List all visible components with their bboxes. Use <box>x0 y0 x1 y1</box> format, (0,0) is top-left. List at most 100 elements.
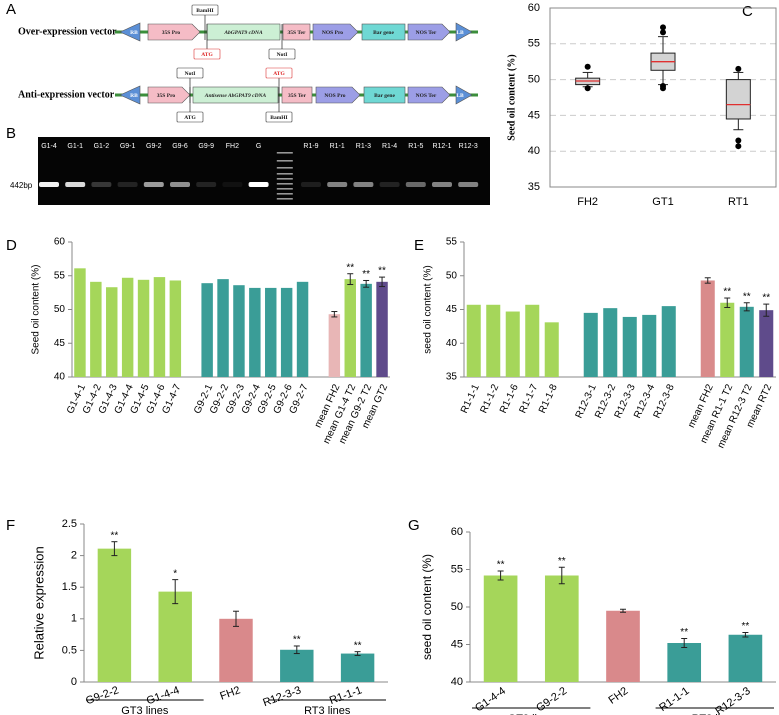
y-tick-label: 60 <box>54 237 66 248</box>
site-box <box>265 67 293 79</box>
site-box <box>176 67 204 79</box>
ladder-band <box>276 193 293 195</box>
gel-band <box>432 182 452 187</box>
panel-label: C <box>742 3 753 20</box>
bar <box>106 287 118 377</box>
vector-element <box>455 22 473 42</box>
y-axis-label: Relative expression <box>31 546 46 659</box>
significance-label: ** <box>762 293 770 304</box>
y-tick-label: 55 <box>54 270 66 281</box>
significance-label: ** <box>362 269 370 280</box>
gel-band <box>39 182 59 187</box>
bar <box>642 314 657 377</box>
x-tick-label: G9-2-2 <box>84 684 120 707</box>
lane-label: R1-5 <box>408 143 423 150</box>
gel-band <box>248 182 269 187</box>
vector-element <box>147 23 201 41</box>
panel-label: B <box>6 125 16 142</box>
outlier <box>584 63 591 70</box>
bar <box>544 575 579 682</box>
group-label: RT3 lines <box>304 705 351 715</box>
y-axis-label: seed oil content (%) <box>420 554 434 660</box>
bar <box>328 314 341 377</box>
lane-label: R1-4 <box>382 143 397 150</box>
bar <box>169 280 182 377</box>
ladder-band <box>276 160 293 162</box>
y-tick-label: 45 <box>528 109 540 121</box>
element-label: Antisense AbGPAT9 cDNA <box>204 93 267 99</box>
gel-band <box>65 182 86 187</box>
panel-label: F <box>6 517 15 534</box>
lane-label: G9-6 <box>172 143 188 150</box>
gel-band <box>458 182 479 187</box>
gel-band <box>117 182 138 187</box>
ladder-band <box>276 183 293 185</box>
element-label: Bar gene <box>374 93 395 99</box>
y-tick-label: 2 <box>71 550 77 562</box>
x-tick-label: G1-4-4 <box>145 684 181 707</box>
bar <box>525 304 540 377</box>
lane-label: G9-2 <box>146 143 162 150</box>
gel-band <box>170 182 190 187</box>
bar <box>583 312 598 377</box>
significance-label: ** <box>723 287 731 298</box>
bar <box>233 285 245 377</box>
gel-band <box>327 182 348 187</box>
group-label: GT3 lines <box>508 713 556 715</box>
element-label: NOS Ter <box>416 30 437 36</box>
y-tick-label: 0.5 <box>62 644 77 656</box>
element-label: RB <box>130 93 138 99</box>
outlier <box>735 137 742 144</box>
bar <box>158 591 192 682</box>
plot-frame <box>549 7 777 188</box>
site-label: NotI <box>277 52 288 58</box>
lane-label: G <box>256 143 261 150</box>
vector-element <box>192 86 279 104</box>
vector-element <box>119 22 141 42</box>
x-tick-label: G9-2-2 <box>534 685 569 714</box>
bar <box>486 304 501 377</box>
y-axis-label: seed oil content (%) <box>423 265 434 353</box>
bar <box>280 649 314 682</box>
y-tick-label: 2.5 <box>62 518 77 530</box>
site-label: ATG <box>273 71 285 77</box>
x-tick-label: R12-3-3 <box>713 685 752 715</box>
x-tick-label: FH2 <box>218 684 242 702</box>
gel-band <box>143 182 164 187</box>
box <box>725 79 751 120</box>
element-label: Bar gene <box>373 30 394 36</box>
gel-band <box>196 182 217 187</box>
site-box <box>191 4 219 16</box>
bar <box>280 287 293 377</box>
bar <box>544 322 559 377</box>
lane-label: R12-1 <box>432 143 451 150</box>
bar <box>622 316 637 377</box>
bar <box>360 283 372 377</box>
site-box <box>176 111 204 123</box>
x-tick-label: G1-4-4 <box>473 685 508 714</box>
gel-band <box>405 182 426 187</box>
outlier <box>660 24 666 31</box>
vector-title: Anti-expression vector <box>18 89 115 100</box>
bar <box>344 279 356 377</box>
vector-title: Over-expression vector <box>18 26 117 37</box>
y-tick-label: 55 <box>446 237 458 248</box>
x-tick-label: R1-1-1 <box>328 684 364 707</box>
ladder-band <box>276 178 293 180</box>
bar <box>667 643 702 682</box>
vector-element <box>315 86 361 104</box>
outlier <box>660 29 666 36</box>
bar <box>217 279 229 377</box>
site-box <box>268 48 296 60</box>
lane-label: G9-9 <box>198 143 214 150</box>
y-tick-label: 60 <box>451 526 463 538</box>
x-tick-label: R1-1-1 <box>657 685 691 714</box>
vector-element <box>361 23 406 41</box>
vector-element <box>363 86 406 104</box>
panel-label: G <box>408 517 420 534</box>
y-tick-label: 35 <box>528 181 540 193</box>
outlier <box>735 143 742 150</box>
y-tick-label: 55 <box>451 563 463 575</box>
ladder-band <box>276 167 293 169</box>
site-label: BamHI <box>270 115 287 121</box>
